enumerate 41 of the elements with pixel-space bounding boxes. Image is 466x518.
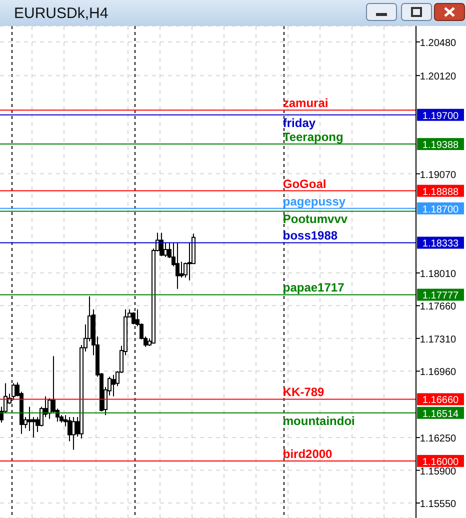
ref-line-label: zamurai [282, 96, 328, 110]
candlestick [160, 232, 164, 257]
y-tick-label: 1.16250 [420, 434, 457, 445]
ref-line-label: boss1988 [282, 228, 338, 243]
ref-line-label: bird2000 [282, 446, 333, 461]
text: 1.17777 [422, 290, 460, 302]
y-tick-label: 1.20480 [420, 38, 457, 49]
ref-line-label: friday [282, 116, 316, 130]
ref-line-label: Pootumvvv [282, 212, 348, 226]
text: 1.18888 [422, 186, 460, 198]
text: 1.19700 [422, 110, 460, 122]
y-tick-label: 1.19070 [420, 170, 457, 181]
ref-line-label: Teerapong [282, 130, 344, 144]
y-tick-label: 1.18010 [420, 268, 457, 280]
ref-line-label: mountaindoi [282, 414, 355, 428]
candlestick [132, 312, 136, 325]
candlestick [180, 261, 184, 278]
text: 1.16000 [422, 456, 460, 468]
chart-title: EURUSDk,H4 [14, 4, 108, 22]
candlestick [72, 416, 76, 450]
y-tick-label: 1.17310 [420, 334, 457, 346]
y-tick-label: 1.16960 [420, 367, 457, 378]
text: 1.18700 [422, 204, 460, 216]
candlestick [12, 382, 16, 401]
y-tick-label: 1.20120 [420, 72, 457, 83]
candlestick [176, 242, 180, 290]
text: 1.16514 [422, 408, 460, 420]
y-tick-label: 1.15550 [420, 499, 457, 510]
candlestick [164, 242, 168, 258]
y-tick-label: 1.17660 [420, 302, 457, 313]
text: 1.19388 [422, 140, 460, 152]
ref-line-label: KK-789 [282, 385, 325, 400]
y-tick-label: 1.15900 [420, 466, 457, 478]
text: 1.16660 [422, 395, 460, 406]
candlestick [32, 416, 36, 438]
candlestick [112, 374, 116, 397]
text: 1.18333 [422, 238, 460, 250]
candlestick [28, 406, 32, 432]
ref-line-label: pagepussy [282, 194, 346, 208]
ref-line-label: papae1717 [282, 280, 345, 295]
ref-line-label: GoGoal [282, 176, 326, 191]
